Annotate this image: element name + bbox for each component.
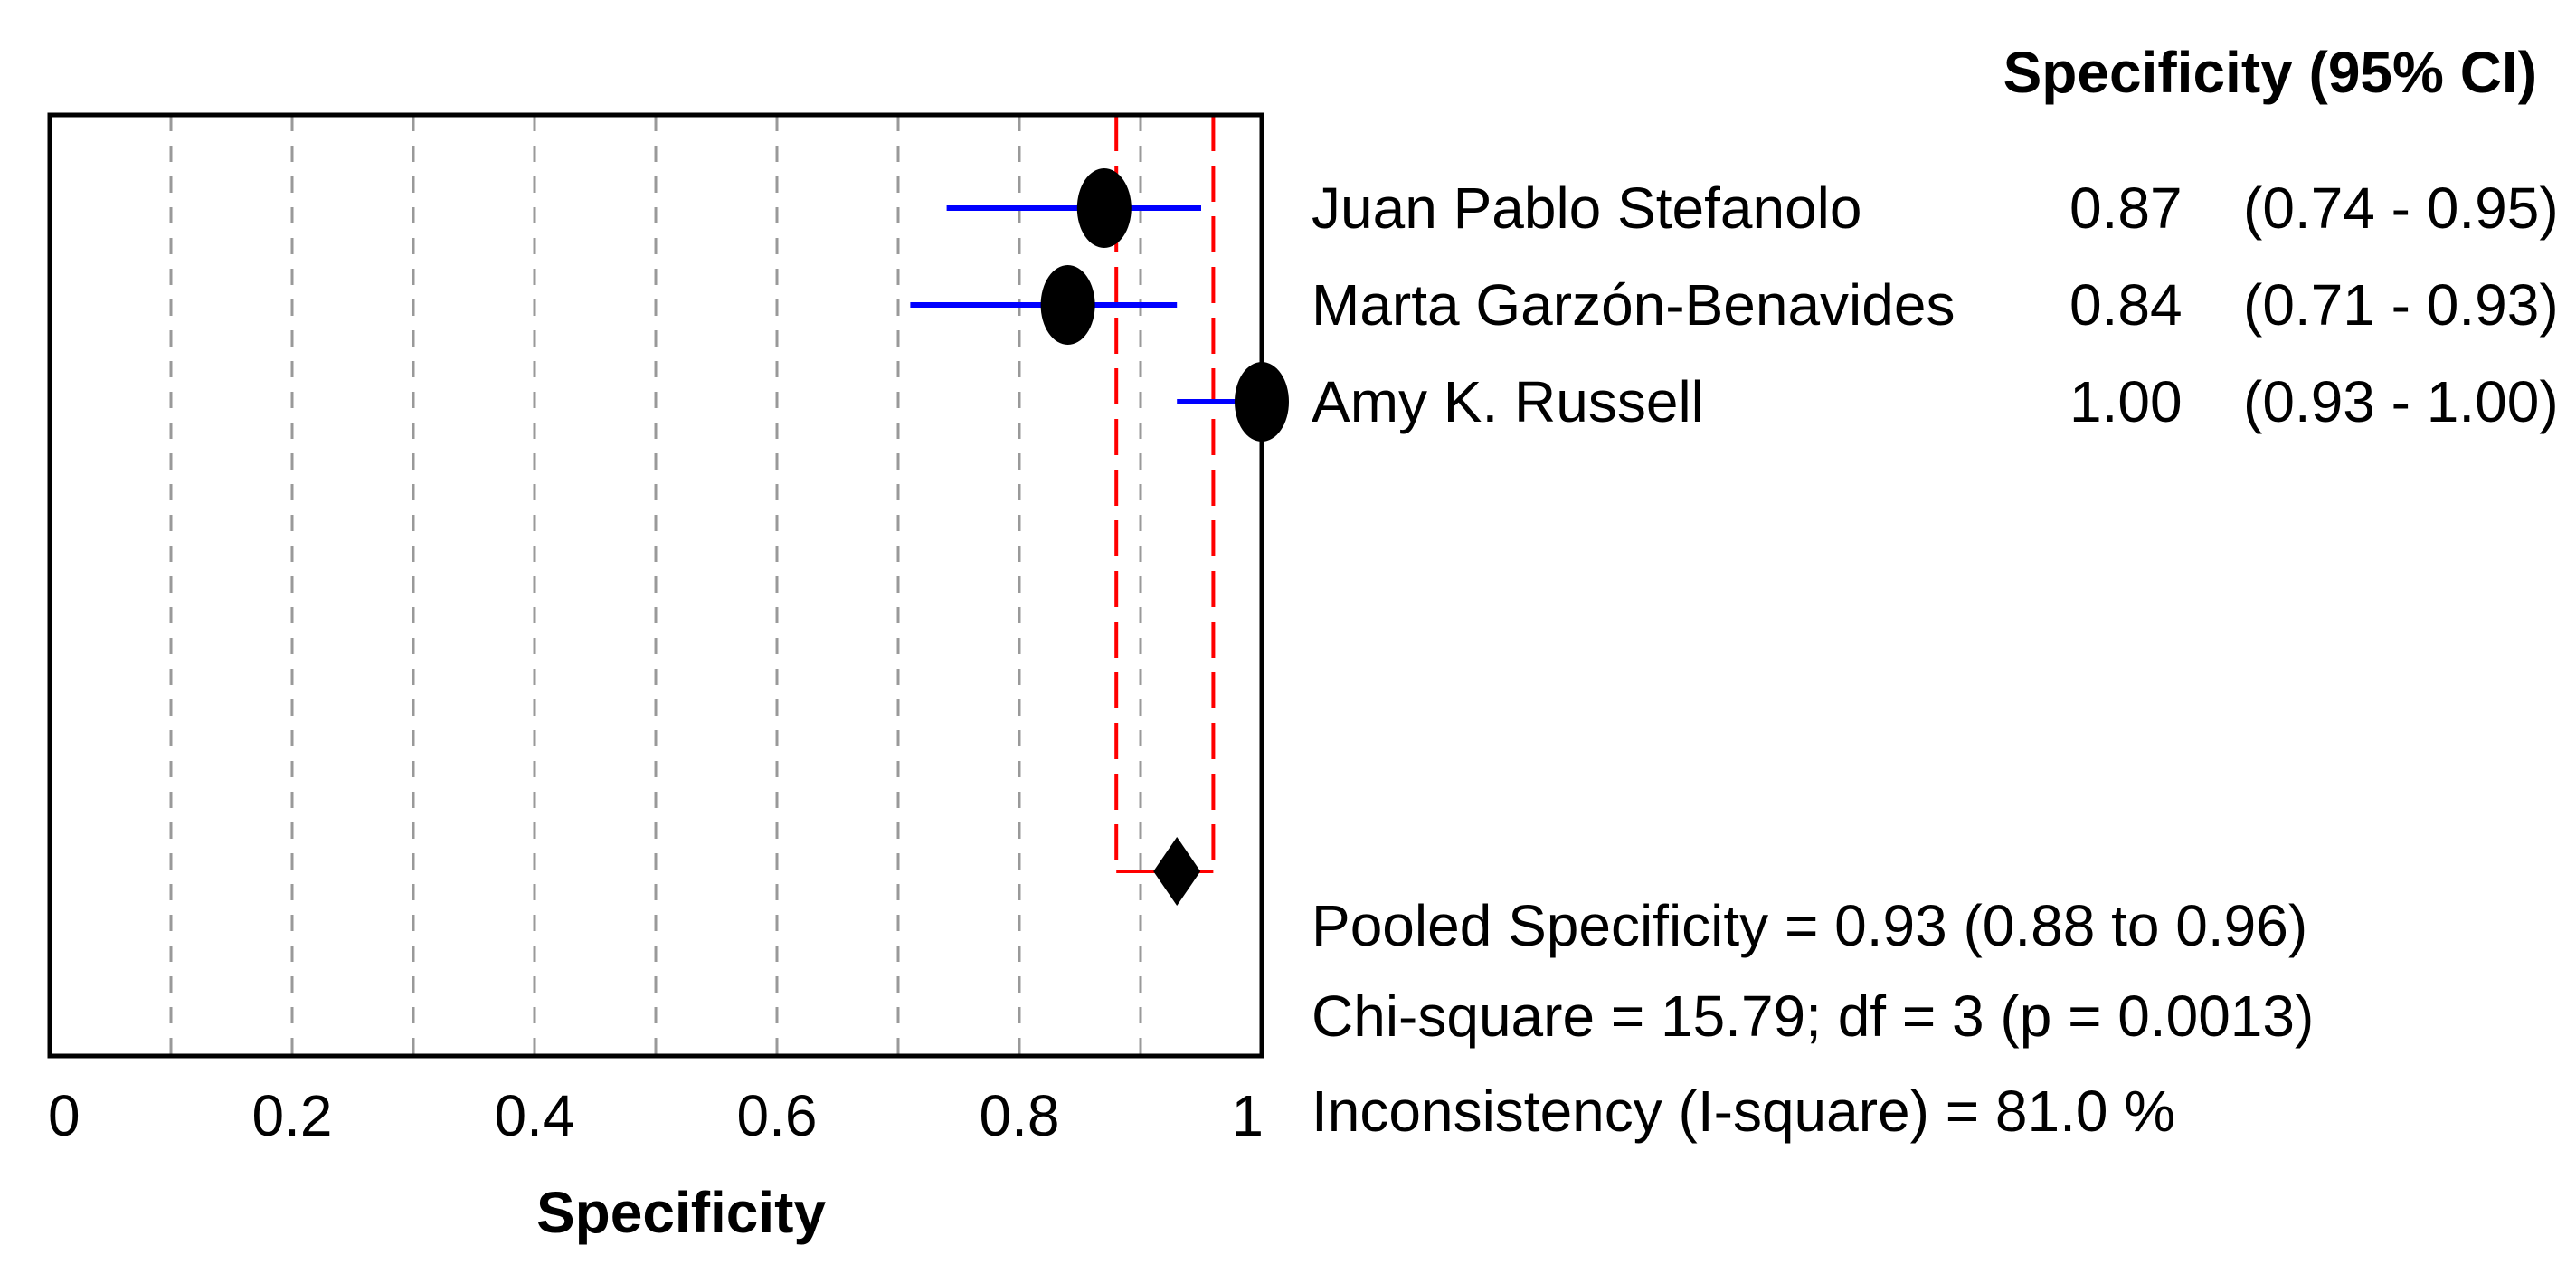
study-name: Amy K. Russell xyxy=(1312,369,1704,434)
x-axis-label: Specificity xyxy=(536,1180,827,1245)
stat-line: Pooled Specificity = 0.93 (0.88 to 0.96) xyxy=(1312,893,2307,958)
study-estimate: 1.00 xyxy=(2069,369,2183,434)
study-name: Juan Pablo Stefanolo xyxy=(1312,176,1861,241)
pooled-diamond xyxy=(1153,837,1201,906)
x-tick-label: 0.6 xyxy=(737,1083,818,1148)
study-estimate: 0.84 xyxy=(2069,272,2183,338)
study-estimate: 0.87 xyxy=(2069,176,2183,241)
summary-statistics: Pooled Specificity = 0.93 (0.88 to 0.96)… xyxy=(1312,893,2314,1144)
study-name: Marta Garzón-Benavides xyxy=(1312,272,1955,338)
study-ci: (0.93 - 1.00) xyxy=(2243,369,2559,434)
study-labels: Juan Pablo Stefanolo 0.87 (0.74 - 0.95) Mar… xyxy=(1312,176,2559,434)
study-ci: (0.74 - 0.95) xyxy=(2243,176,2559,241)
x-tick-label: 1 xyxy=(1231,1083,1264,1148)
stat-line: Chi-square = 15.79; df = 3 (p = 0.0013) xyxy=(1312,984,2314,1049)
x-tick-label: 0.4 xyxy=(495,1083,575,1148)
study-markers xyxy=(910,168,1289,906)
grid-lines xyxy=(169,115,1142,1056)
column-header: Specificity (95% CI) xyxy=(2003,40,2537,105)
plot-frame xyxy=(47,112,1264,1059)
study-ci: (0.71 - 0.93) xyxy=(2243,272,2559,338)
x-tick-label: 0.8 xyxy=(980,1083,1060,1148)
stat-line: Inconsistency (I-square) = 81.0 % xyxy=(1312,1079,2175,1144)
x-tick-label: 0.2 xyxy=(252,1083,333,1148)
estimate-marker xyxy=(1076,168,1132,248)
estimate-marker xyxy=(1040,265,1095,345)
x-tick-labels: 0 0.2 0.4 0.6 0.8 1 xyxy=(48,1083,1264,1148)
x-tick-label: 0 xyxy=(48,1083,80,1148)
